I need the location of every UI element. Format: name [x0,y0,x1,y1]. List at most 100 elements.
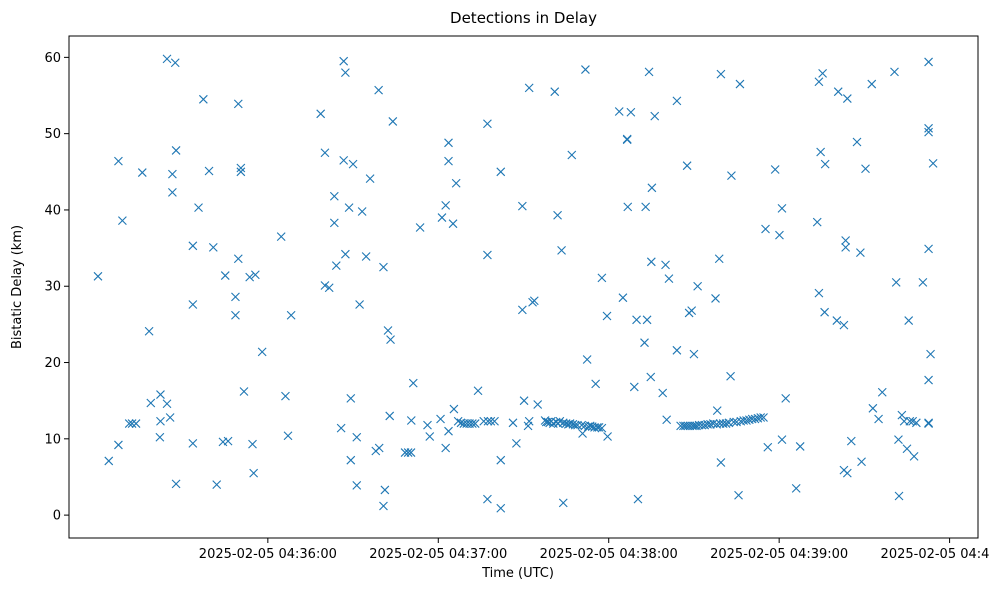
data-point [833,87,843,97]
data-point [194,203,203,213]
data-point [672,345,682,355]
chart-title: Detections in Delay [450,9,597,27]
data-point [706,419,715,429]
data-point [324,283,334,293]
y-axis: 0 10 20 30 40 50 60 [44,51,69,524]
data-point [841,236,851,245]
data-point [156,416,165,426]
data-point [623,202,633,212]
data-point [524,416,534,426]
data-point [444,426,453,436]
data-point [231,292,240,302]
data-point [383,326,393,335]
data-point [894,491,904,501]
data-point [344,203,354,213]
data-point [236,163,246,173]
data-point [814,77,824,87]
data-point [448,219,458,229]
data-point [629,382,639,392]
data-point [451,178,461,188]
data-point [483,494,492,504]
data-point [924,244,933,254]
data-point [204,166,214,176]
data-point [276,232,286,242]
data-point [775,230,784,240]
data-point [716,69,726,79]
data-point [406,448,416,457]
data-point [379,262,388,272]
data-point [868,403,878,413]
data-point [127,419,137,428]
data-point [820,159,830,169]
data-point [640,338,649,348]
data-point [708,419,718,428]
data-point [565,419,575,428]
data-point [578,429,587,438]
data-point [557,245,566,255]
data-point [846,436,856,446]
y-tick-label: 20 [44,356,61,371]
data-point [928,159,938,168]
data-point [759,413,768,422]
plot-frame [68,35,979,539]
data-point [597,423,607,433]
data-point [171,146,181,155]
data-point [777,435,787,444]
data-point [124,419,134,428]
data-point [661,260,670,270]
x-axis-label: Time (UTC) [481,566,554,581]
data-point [581,65,590,74]
data-point [533,400,543,409]
x-tick-label: 2025-02-05 04:36:00 [199,547,337,562]
data-point [137,168,147,177]
data-point [877,387,887,397]
data-point [770,165,780,174]
data-point [867,79,877,89]
data-point [415,223,425,232]
data-point [453,416,463,426]
data-point [924,418,933,428]
data-point [156,390,165,399]
data-point [380,485,390,495]
y-tick-label: 0 [53,509,61,524]
data-point [236,167,246,177]
data-point [590,422,599,432]
data-point [573,420,582,430]
data-point [672,96,682,106]
data-point [346,393,356,403]
data-point [483,119,492,129]
data-point [131,419,141,428]
data-point [250,270,260,280]
data-point [812,217,822,227]
data-point [750,414,760,424]
data-point [385,411,395,421]
x-axis: 2025-02-05 04:36:00 2025-02-05 04:37:00 20… [199,538,989,562]
data-point [777,204,787,213]
data-point [352,432,362,442]
data-point [857,457,866,467]
data-point [316,109,326,119]
data-point [577,420,587,430]
y-tick-label: 50 [44,127,61,142]
data-point [820,307,829,317]
data-point [633,494,643,504]
data-point [188,241,198,251]
data-point [814,288,824,298]
data-point [841,242,851,252]
data-point [553,210,562,220]
data-point [897,410,907,420]
data-point [735,79,745,89]
data-point [529,296,539,306]
data-point [231,310,240,320]
data-point [614,107,624,116]
plot-background [69,36,978,538]
data-point [162,399,172,409]
data-point [832,316,842,325]
data-point [483,250,492,260]
data-point [791,484,801,493]
data-point [570,420,580,430]
data-point [114,156,123,166]
data-point [641,202,651,212]
data-point [361,252,371,261]
data-point [118,216,127,226]
